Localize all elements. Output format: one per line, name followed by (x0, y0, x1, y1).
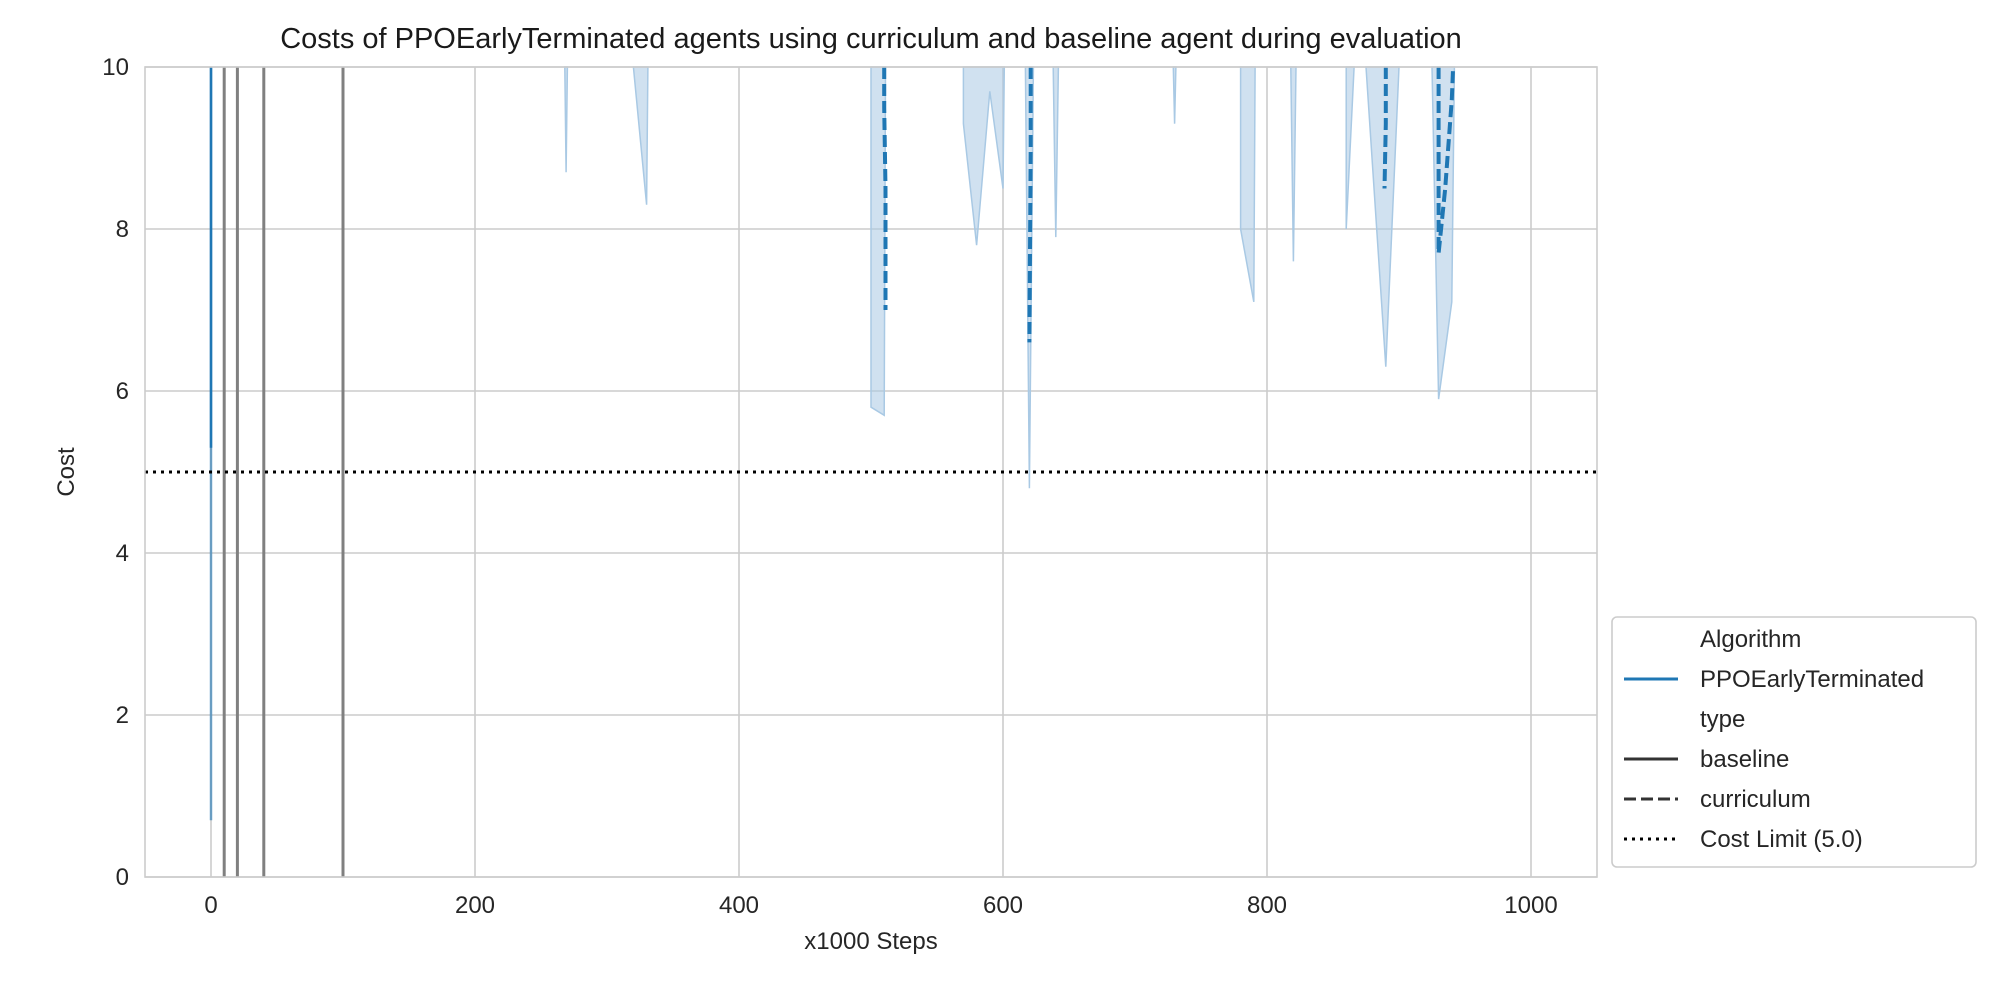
legend-items: Algorithm PPOEarlyTerminated type baseline c… (1624, 626, 1924, 853)
curriculum-mean-line (1382, 67, 1388, 189)
chart-title: Costs of PPOEarlyTerminated agents using… (280, 23, 1462, 55)
confidence-band (1052, 66, 1060, 238)
curriculum-mean-line (882, 67, 888, 310)
curriculum-mean-line (1027, 67, 1033, 343)
legend-label: curriculum (1700, 786, 1811, 813)
legend-box (1611, 616, 1977, 868)
axes-frame (144, 66, 1598, 878)
x-tick-label: 0 (204, 892, 217, 919)
confidence-band (1290, 66, 1297, 262)
y-tick-label: 2 (116, 702, 129, 729)
confidence-band (1365, 66, 1400, 367)
confidence-band (632, 66, 649, 205)
confidence-band (564, 66, 569, 173)
x-tick-label: 600 (983, 892, 1023, 919)
x-tick-label: 800 (1247, 892, 1287, 919)
baseline-series-layer (209, 67, 345, 877)
curriculum-series-layer (882, 66, 1456, 343)
y-tick-label: 4 (116, 540, 129, 567)
x-tick-label: 200 (455, 892, 495, 919)
x-tick-label: 1000 (1504, 892, 1557, 919)
curriculum-mean-line (1436, 66, 1456, 254)
confidence-band-layer (564, 66, 1456, 489)
confidence-band (962, 66, 1006, 246)
legend-label: type (1700, 706, 1745, 733)
legend: Algorithm PPOEarlyTerminated type baseline c… (1611, 616, 1977, 868)
x-tick-label: 400 (719, 892, 759, 919)
legend-label: PPOEarlyTerminated (1700, 666, 1924, 693)
legend-label: Algorithm (1700, 626, 1801, 653)
confidence-band (1345, 66, 1355, 230)
confidence-band (1172, 66, 1177, 124)
tick-labels-layer: 0 200 400 600 800 1000 0 2 4 6 8 10 (102, 54, 1557, 919)
legend-label: baseline (1700, 746, 1789, 773)
x-axis-label: x1000 Steps (804, 928, 937, 955)
y-tick-label: 0 (116, 864, 129, 891)
y-axis-label: Cost (53, 447, 80, 497)
y-tick-label: 10 (102, 54, 129, 81)
legend-label: Cost Limit (5.0) (1700, 826, 1863, 853)
confidence-band (1239, 66, 1256, 303)
y-tick-label: 8 (116, 216, 129, 243)
y-tick-label: 6 (116, 378, 129, 405)
